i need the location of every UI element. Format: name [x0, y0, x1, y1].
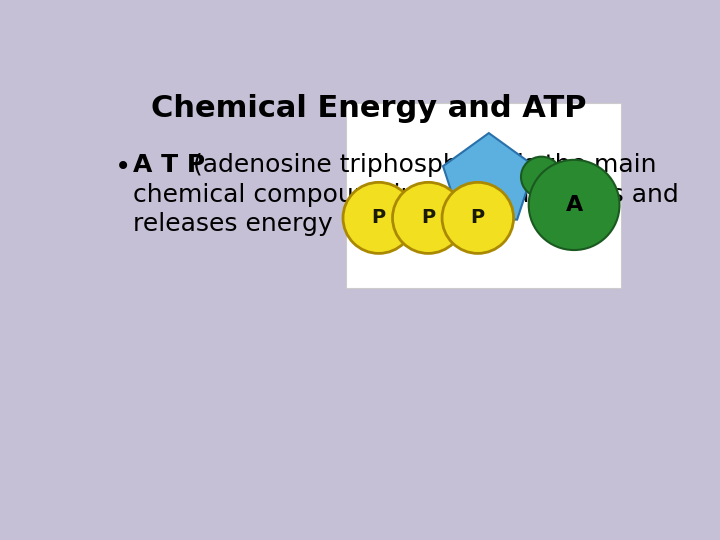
Circle shape	[343, 183, 415, 253]
Text: P: P	[372, 208, 386, 227]
Text: P: P	[471, 208, 485, 227]
Polygon shape	[443, 133, 535, 220]
Text: chemical compound in cells that stores and: chemical compound in cells that stores a…	[132, 183, 678, 207]
Text: A: A	[565, 195, 582, 215]
Text: (adenosine triphosphate) is the main: (adenosine triphosphate) is the main	[185, 153, 657, 177]
Circle shape	[528, 160, 619, 250]
FancyBboxPatch shape	[346, 103, 621, 288]
Circle shape	[392, 183, 464, 253]
Circle shape	[521, 157, 562, 197]
Text: P: P	[421, 208, 436, 227]
Text: Chemical Energy and ATP: Chemical Energy and ATP	[151, 94, 587, 123]
Text: releases energy: releases energy	[132, 212, 332, 236]
Text: A T P: A T P	[132, 153, 204, 177]
Text: •: •	[114, 153, 131, 181]
Circle shape	[442, 183, 513, 253]
